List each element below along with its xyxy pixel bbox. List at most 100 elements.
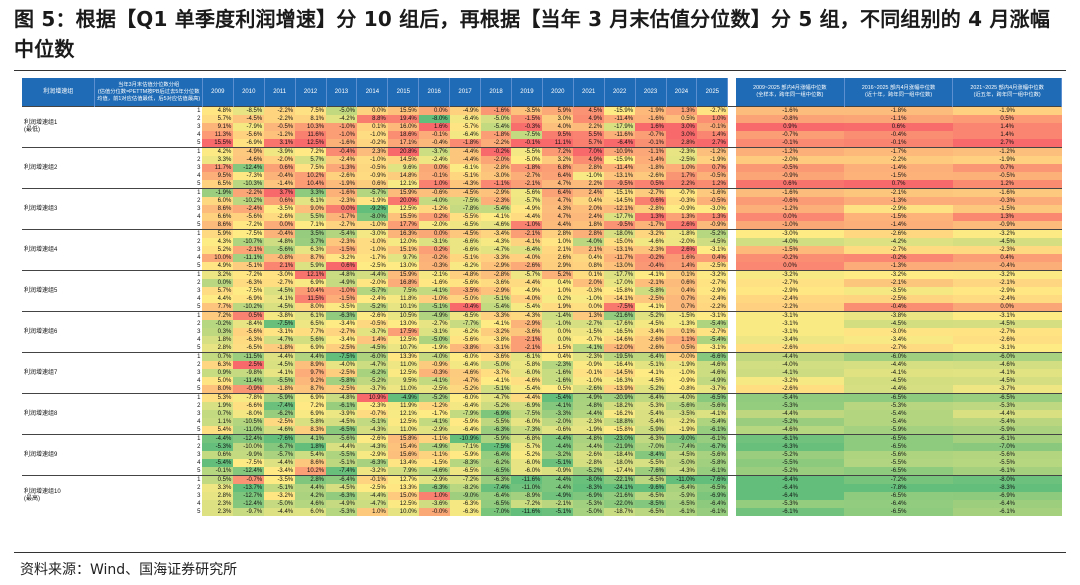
cell-2020: 5.2% bbox=[542, 270, 574, 279]
cell-2023: -2.7% bbox=[635, 188, 666, 197]
cell-2025: -5.4% bbox=[696, 336, 728, 344]
cell-2023: -6.4% bbox=[635, 393, 666, 402]
cell-2009: -4.4% bbox=[202, 434, 234, 443]
cell-2013: -4.9% bbox=[326, 279, 357, 287]
cell-2016: -4.1% bbox=[418, 287, 450, 295]
cell-2019: -2.1% bbox=[511, 344, 543, 353]
cell-2022: -14.5% bbox=[604, 197, 636, 205]
cell-2018: -4.7% bbox=[480, 393, 512, 402]
summary-cell-3: -0.4% bbox=[952, 262, 1062, 271]
cell-2013: -2.6% bbox=[326, 172, 357, 180]
cell-2013: -4.9% bbox=[326, 500, 357, 508]
cell-2012: 12.5% bbox=[295, 139, 327, 148]
cell-2022: -17.9% bbox=[604, 123, 636, 131]
cell-2025: -6.4% bbox=[696, 500, 728, 508]
cell-2024: 1.6% bbox=[666, 254, 697, 262]
table-header-row: 利润增速组 当年3月末估值分位数分组 (估值分位数=PETTM按PB后过去5年分位… bbox=[22, 78, 1062, 107]
cell-2015: 11.0% bbox=[387, 361, 419, 369]
cell-2016: -6.3% bbox=[418, 484, 450, 492]
cell-2017: -6.2% bbox=[449, 262, 481, 271]
cell-2016: -2.5% bbox=[418, 385, 450, 394]
cell-2010: -4.9% bbox=[233, 147, 265, 156]
cell-2024: 0.4% bbox=[666, 287, 697, 295]
cell-2020: -5.1% bbox=[542, 459, 574, 467]
cell-2023: 0.5% bbox=[635, 180, 666, 189]
table-row: 利润增速组9 1 -4.4% -12.4% -7.6% 4.1% -5.6% -2.6% 15.… bbox=[22, 434, 1062, 476]
summary-cell-1: -6.4% bbox=[735, 492, 845, 500]
cell-2016: -4.1% bbox=[418, 377, 450, 385]
summary-cell-1: -6.1% bbox=[735, 434, 845, 443]
cell-2023: -2.5% bbox=[635, 295, 666, 303]
cell-2020: -4.4% bbox=[542, 475, 574, 484]
cell-2011: -4.8% bbox=[264, 238, 296, 246]
summary-cell-2: -6.5% bbox=[844, 467, 953, 476]
cell-2016: -0.2% bbox=[418, 254, 450, 262]
header-summary-1: 2009~2025 部内4月涨幅中位数 (全样本，跨年同一组中位数) bbox=[735, 78, 845, 107]
cell-2018: -1.8% bbox=[480, 131, 512, 139]
cell-2019: -4.1% bbox=[511, 238, 543, 246]
cell-2017: -6.5% bbox=[449, 467, 481, 476]
cell-2017: -4.4% bbox=[449, 147, 481, 156]
cell-2010: -12.4% bbox=[233, 164, 265, 172]
cell-2024: 0.1% bbox=[666, 328, 697, 336]
summary-cell-3: -0.3% bbox=[952, 197, 1062, 205]
cell-2012: 5.8% bbox=[295, 418, 327, 426]
cell-2019: -5.4% bbox=[511, 303, 543, 312]
cell-2009: 4.8% bbox=[202, 106, 234, 115]
cell-2023: -1.6% bbox=[635, 115, 666, 123]
summary-cell-2: -4.2% bbox=[844, 238, 953, 246]
cell-2025: -4.6% bbox=[696, 369, 728, 377]
cell-2015: 12.5% bbox=[387, 369, 419, 377]
summary-cell-3: -0.9% bbox=[952, 221, 1062, 230]
cell-2016: -0.4% bbox=[418, 139, 450, 148]
cell-2019: -11.6% bbox=[511, 475, 543, 484]
summary-cell-2: 0.6% bbox=[844, 123, 953, 131]
table-row: 利润增速组6 1 7.2% 0.5% -3.8% 6.1% -6.3% -2.6% 10.5% -… bbox=[22, 311, 1062, 353]
spacer-cell bbox=[727, 443, 736, 451]
cell-2020: -4.4% bbox=[542, 443, 574, 451]
cell-2011: 3.1% bbox=[264, 139, 296, 148]
cell-2023: -5.9% bbox=[635, 426, 666, 435]
table-row: 5 -0.1% -12.4% -3.4% 10.2% -7.4% -3.2% 7.9% -4.6… bbox=[22, 467, 1062, 476]
summary-cell-3: -1.9% bbox=[952, 106, 1062, 115]
header-year-2019: 2019 bbox=[511, 78, 543, 107]
table-row: 3 5.2% -2.1% -5.6% 6.3% -1.5% -1.0% 15.1% 0.2% -6… bbox=[22, 246, 1062, 254]
table-row: 利润增速组10 (最高) 1 0.5% -0.7% -3.5% 2.8% -6.4% -0.1… bbox=[22, 475, 1062, 516]
summary-cell-3: -4.5% bbox=[952, 377, 1062, 385]
cell-2017: -3.8% bbox=[449, 344, 481, 353]
cell-2014: -0.9% bbox=[356, 172, 388, 180]
cell-2015: 9.5% bbox=[387, 377, 419, 385]
cell-2019: -0.3% bbox=[511, 123, 543, 131]
header-year-2020: 2020 bbox=[542, 78, 574, 107]
cell-2016: -0.1% bbox=[418, 172, 450, 180]
cell-2011: -4.1% bbox=[264, 295, 296, 303]
cell-2009: 0.9% bbox=[202, 369, 234, 377]
cell-2020: -0.9% bbox=[542, 467, 574, 476]
cell-2013: -2.5% bbox=[326, 344, 357, 353]
summary-cell-2: -0.1% bbox=[844, 139, 953, 148]
summary-cell-1: -0.7% bbox=[735, 131, 845, 139]
summary-cell-1: -3.1% bbox=[735, 311, 845, 320]
cell-2015: 14.8% bbox=[387, 172, 419, 180]
cell-2013: -0.4% bbox=[326, 147, 357, 156]
cell-2013: -5.4% bbox=[326, 229, 357, 238]
table-row: 4 2.3% -12.4% -5.0% 4.6% -4.9% -4.7% 12.5% -3.6%… bbox=[22, 500, 1062, 508]
summary-cell-1: -0.1% bbox=[735, 139, 845, 148]
cell-2024: -2.2% bbox=[666, 418, 697, 426]
cell-2009: 3.3% bbox=[202, 484, 234, 492]
summary-cell-1: -5.2% bbox=[735, 467, 845, 476]
cell-2021: -1.0% bbox=[573, 172, 605, 180]
cell-2011: -4.1% bbox=[264, 369, 296, 377]
cell-2011: -1.2% bbox=[264, 131, 296, 139]
cell-2015: 13.3% bbox=[387, 484, 419, 492]
cell-2009: 0.7% bbox=[202, 352, 234, 361]
cell-2013: -5.1% bbox=[326, 459, 357, 467]
cell-2009: 2.3% bbox=[202, 508, 234, 516]
cell-2015: 20.8% bbox=[387, 147, 419, 156]
cell-2013: -2.7% bbox=[326, 221, 357, 230]
summary-cell-1: -2.6% bbox=[735, 344, 845, 353]
cell-2025: -2.4% bbox=[696, 295, 728, 303]
cell-2018: -3.7% bbox=[480, 369, 512, 377]
cell-2011: -6.2% bbox=[264, 410, 296, 418]
cell-2023: -5.4% bbox=[635, 418, 666, 426]
